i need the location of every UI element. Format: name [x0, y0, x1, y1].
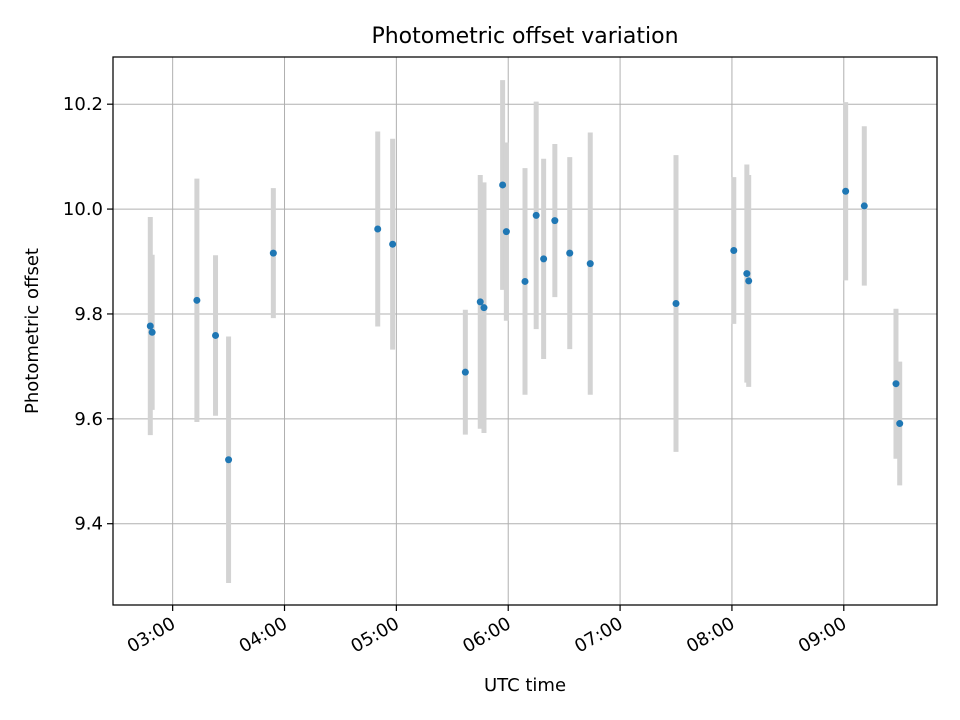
x-tick-label: 03:00 [124, 613, 179, 657]
x-axis-label: UTC time [484, 675, 566, 696]
data-point [730, 247, 738, 255]
data-point [193, 296, 201, 304]
x-axis-ticks: 03:00 04:00 05:00 06:00 07:00 08:00 09:00 [124, 605, 850, 657]
y-tick-label: 9.4 [74, 514, 103, 535]
data-point [842, 187, 850, 195]
x-tick-label: 07:00 [571, 613, 626, 657]
data-point [672, 299, 680, 307]
data-point [480, 304, 488, 312]
x-tick-label: 08:00 [683, 613, 738, 657]
x-tick-label: 05:00 [347, 613, 402, 657]
plot-area-frame [112, 56, 938, 606]
data-point [212, 331, 220, 339]
y-axis-label: Photometric offset [22, 248, 43, 414]
x-tick-label: 06:00 [459, 613, 514, 657]
data-point [389, 240, 397, 248]
data-point [374, 225, 382, 233]
data-point [540, 255, 548, 263]
data-point [743, 270, 751, 278]
y-tick-label: 10.2 [63, 94, 103, 115]
data-point [532, 211, 540, 219]
data-point [476, 298, 484, 306]
data-point [499, 181, 507, 189]
data-points [146, 181, 904, 464]
y-axis-ticks: 9.4 9.6 9.8 10.0 10.2 [63, 94, 113, 535]
x-tick-label: 04:00 [236, 613, 291, 657]
data-point [566, 249, 574, 257]
data-point [146, 322, 154, 330]
data-point [521, 277, 529, 285]
data-point [551, 217, 559, 225]
chart-title: Photometric offset variation [371, 24, 678, 49]
data-point [896, 420, 904, 428]
data-point [225, 456, 233, 464]
grid [113, 57, 937, 605]
data-point [502, 228, 510, 236]
y-tick-label: 9.6 [74, 409, 103, 430]
y-tick-label: 10.0 [63, 199, 103, 220]
data-point [461, 368, 469, 376]
data-point [892, 380, 900, 388]
x-tick-label: 09:00 [795, 613, 850, 657]
data-point [586, 260, 594, 268]
data-point [269, 249, 277, 257]
data-point [745, 277, 753, 285]
y-tick-label: 9.8 [74, 304, 103, 325]
data-point [860, 202, 868, 210]
data-point [148, 328, 156, 336]
error-bars [147, 80, 903, 583]
